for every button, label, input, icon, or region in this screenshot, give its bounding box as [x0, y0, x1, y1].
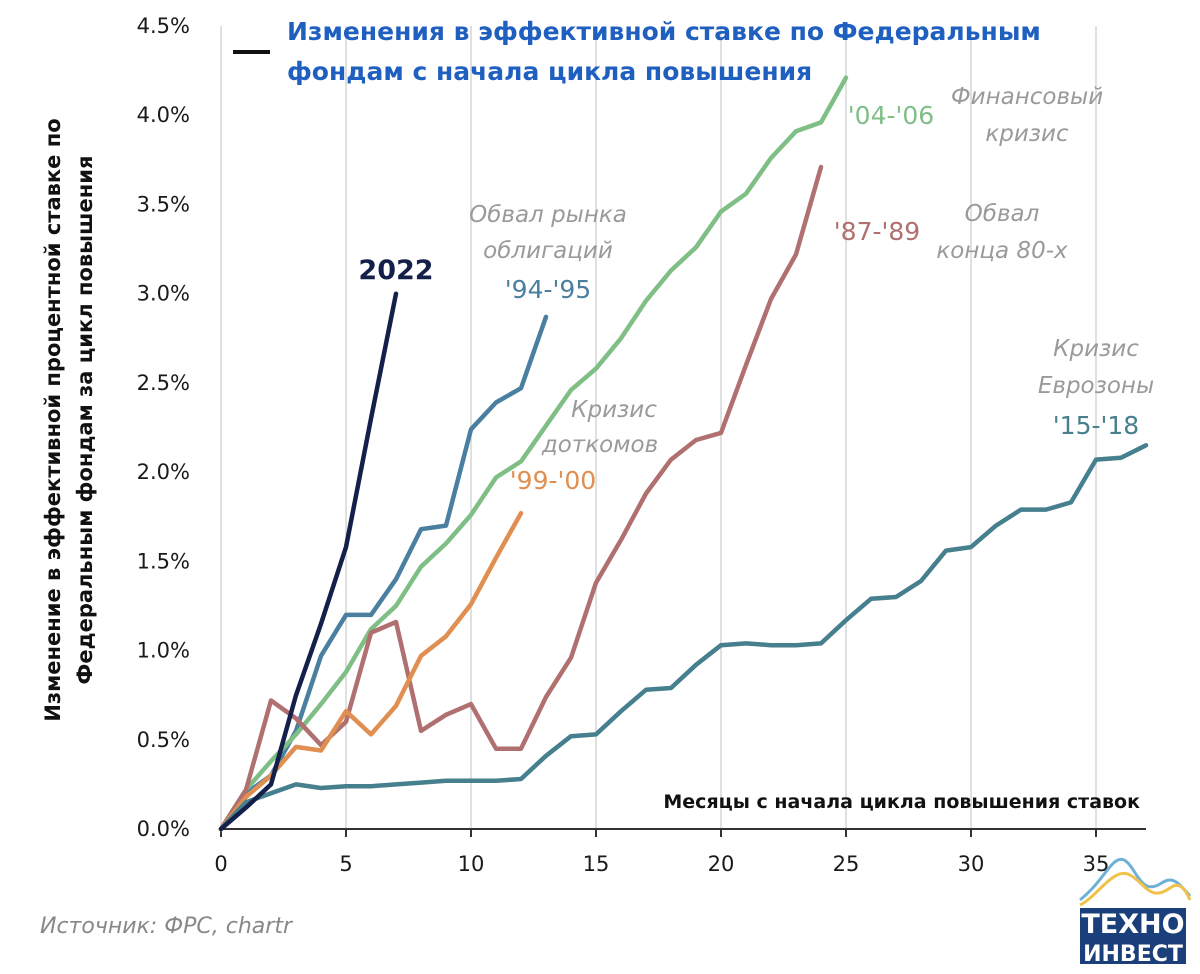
series-line-87-89 [218, 164, 824, 832]
logo-line-1: ТЕХНО [1081, 909, 1184, 940]
annotation-bonds-line-1: Обвал рынка [469, 202, 627, 228]
x-tick-label-3: 15 [583, 852, 610, 876]
y-axis-label-line-2: Федеральным фондам за цикл повышения [73, 156, 97, 685]
x-tick-label-2: 10 [458, 852, 485, 876]
series-label-87-89: '87-'89 [834, 217, 920, 246]
series-line-04-06 [218, 75, 849, 832]
source-note: Источник: ФРС, chartr [40, 914, 294, 939]
annotation-financial-line-2: кризис [985, 121, 1069, 147]
series-line-15-18 [218, 443, 1149, 832]
series-label-2022: 2022 [358, 255, 433, 286]
annotation-dotcom-line-1: Кризис [571, 397, 657, 423]
annotation-dotcom-line-2: доткомов [541, 432, 658, 458]
x-axis-label: Месяцы с начала цикла повышения ставок [663, 791, 1140, 813]
series-label-04-06: '04-'06 [848, 101, 934, 130]
y-tick-label-7: 3.5% [137, 192, 190, 216]
y-tick-label-3: 1.5% [137, 549, 190, 573]
y-tick-label-5: 2.5% [137, 371, 190, 395]
x-tick-label-1: 5 [339, 852, 352, 876]
series-label-99-00: '99-'00 [510, 466, 596, 495]
y-tick-label-9: 4.5% [137, 14, 190, 38]
grid-lines [220, 26, 1097, 829]
x-tick-label-6: 30 [958, 852, 985, 876]
y-tick-label-1: 0.5% [137, 728, 190, 752]
annotation-late80s-line-2: конца 80-х [936, 238, 1068, 264]
chart-title-line-2: фондам с начала цикла повышения [287, 57, 812, 86]
chart-title-line-1: Изменения в эффективной ставке по Федера… [287, 17, 1041, 46]
y-tick-label-4: 2.0% [137, 460, 190, 484]
logo-badge-bottom [1080, 938, 1186, 964]
logo-line-2: ИНВЕСТ [1083, 942, 1183, 967]
series-line-94-95 [218, 314, 549, 832]
y-tick-label-2: 1.0% [137, 639, 190, 663]
x-axis-ticks: 0 5 10 15 20 25 30 35 [214, 829, 1109, 876]
y-axis-label-line-1: Изменение в эффективной процентной ставк… [41, 118, 65, 721]
series-lines [218, 75, 1149, 832]
y-tick-label-0: 0.0% [137, 817, 190, 841]
techno-invest-logo: ТЕХНО ИНВЕСТ [1079, 857, 1192, 967]
x-tick-label-5: 25 [833, 852, 860, 876]
annotation-eurozone-line-1: Кризис [1053, 336, 1139, 362]
series-line-99-00 [218, 510, 524, 832]
logo-wave-icon-2 [1079, 871, 1192, 907]
annotation-late80s-line-1: Обвал [965, 201, 1040, 227]
series-label-15-18: '15-'18 [1053, 411, 1139, 440]
logo-wave-icon [1079, 857, 1192, 902]
x-tick-label-0: 0 [214, 852, 227, 876]
y-tick-label-6: 3.0% [137, 282, 190, 306]
series-label-94-95: '94-'95 [505, 275, 591, 304]
y-axis-ticks: 0.0% 0.5% 1.0% 1.5% 2.0% 2.5% 3.0% 3.5% 4.0% 4.5% [137, 14, 190, 841]
annotation-eurozone-line-2: Еврозоны [1038, 373, 1154, 399]
annotation-financial-line-1: Финансовый [951, 84, 1103, 110]
y-tick-label-8: 4.0% [137, 103, 190, 127]
x-tick-label-4: 20 [708, 852, 735, 876]
annotation-bonds-line-2: облигаций [483, 238, 613, 264]
logo-badge-top [1080, 908, 1186, 938]
series-line-2022 [218, 291, 399, 832]
